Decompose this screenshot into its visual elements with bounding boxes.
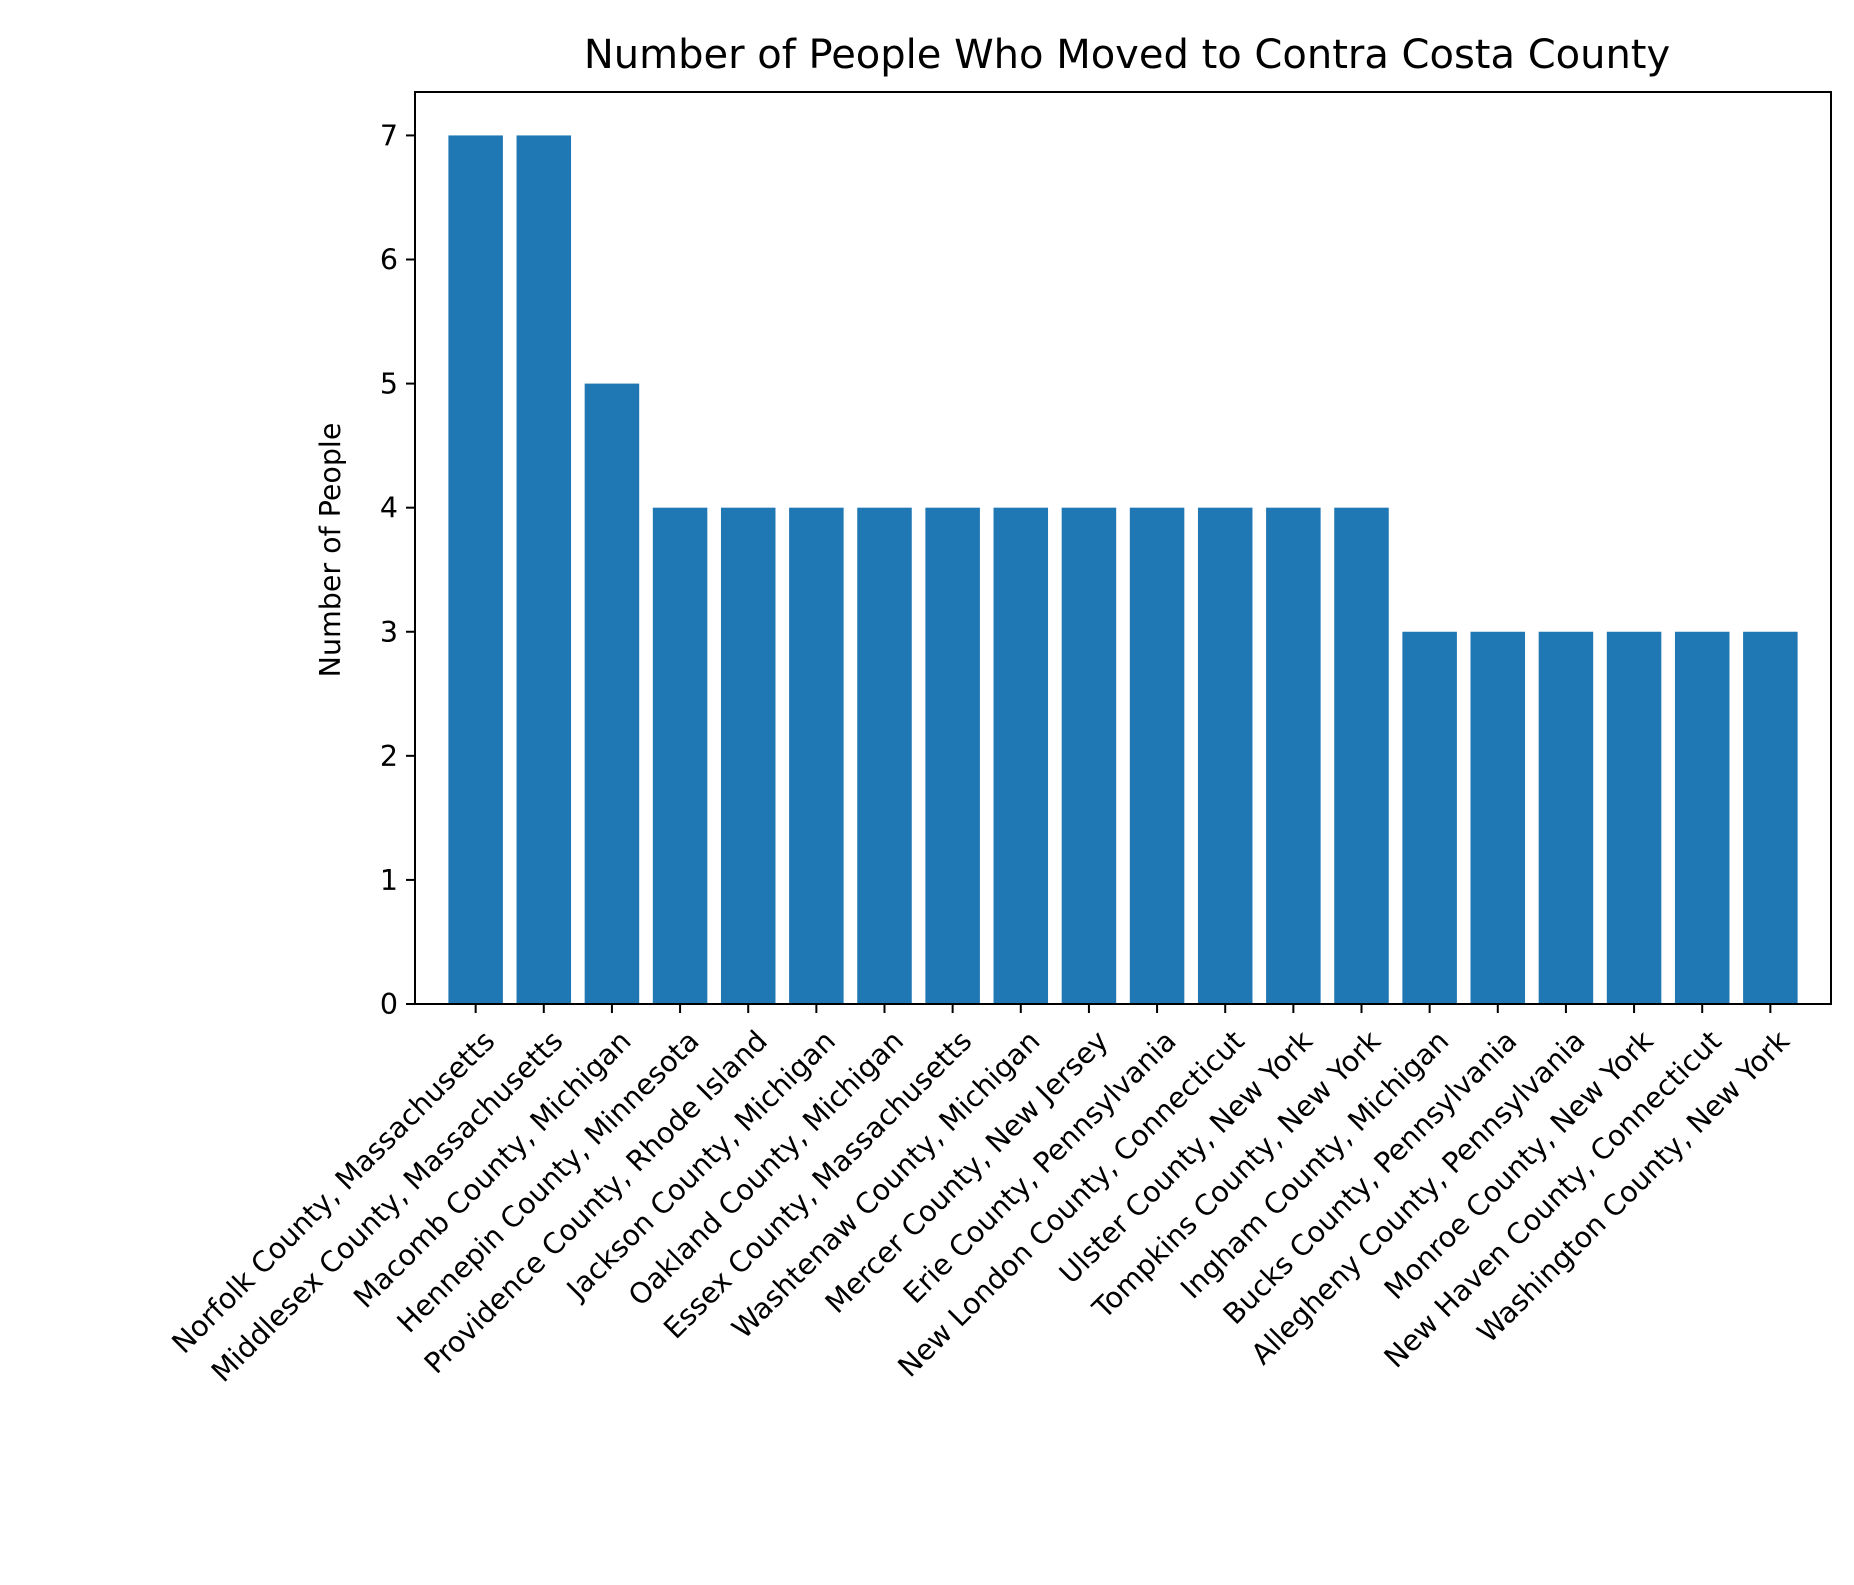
bar-11 [1197,507,1253,1004]
y-tick-label: 4 [380,492,398,525]
y-tick-label: 2 [380,740,398,773]
bar-10 [1129,507,1185,1004]
bar-3 [652,507,708,1004]
bar-2 [584,383,640,1005]
bar-14 [1402,631,1457,1004]
plot-frame [414,91,1832,1005]
bar-8 [993,507,1049,1004]
bar-13 [1334,507,1389,1004]
bar-5 [789,507,844,1004]
y-axis-label: Number of People [314,423,347,678]
bar-1 [516,135,572,1004]
y-tick-label: 7 [380,119,398,152]
bar-7 [925,507,980,1004]
bar-15 [1470,631,1526,1004]
chart-title: Number of People Who Moved to Contra Cos… [584,32,1670,78]
y-tick-label: 1 [380,864,398,897]
y-tick-label: 6 [380,244,398,277]
bar-12 [1266,507,1321,1004]
bar-17 [1606,631,1662,1004]
bar-4 [720,507,776,1004]
y-tick-label: 0 [380,988,398,1021]
bars-layer [448,135,1798,1005]
bar-18 [1674,631,1730,1004]
bar-9 [1061,507,1117,1004]
y-tick-label: 3 [380,616,398,649]
y-tick-label: 5 [380,368,398,401]
bar-16 [1538,631,1594,1004]
y-axis-ticks: 0 1 2 3 4 5 6 7 [380,119,415,1021]
bar-19 [1743,631,1798,1004]
bar-6 [857,507,912,1004]
bar-0 [448,135,503,1004]
